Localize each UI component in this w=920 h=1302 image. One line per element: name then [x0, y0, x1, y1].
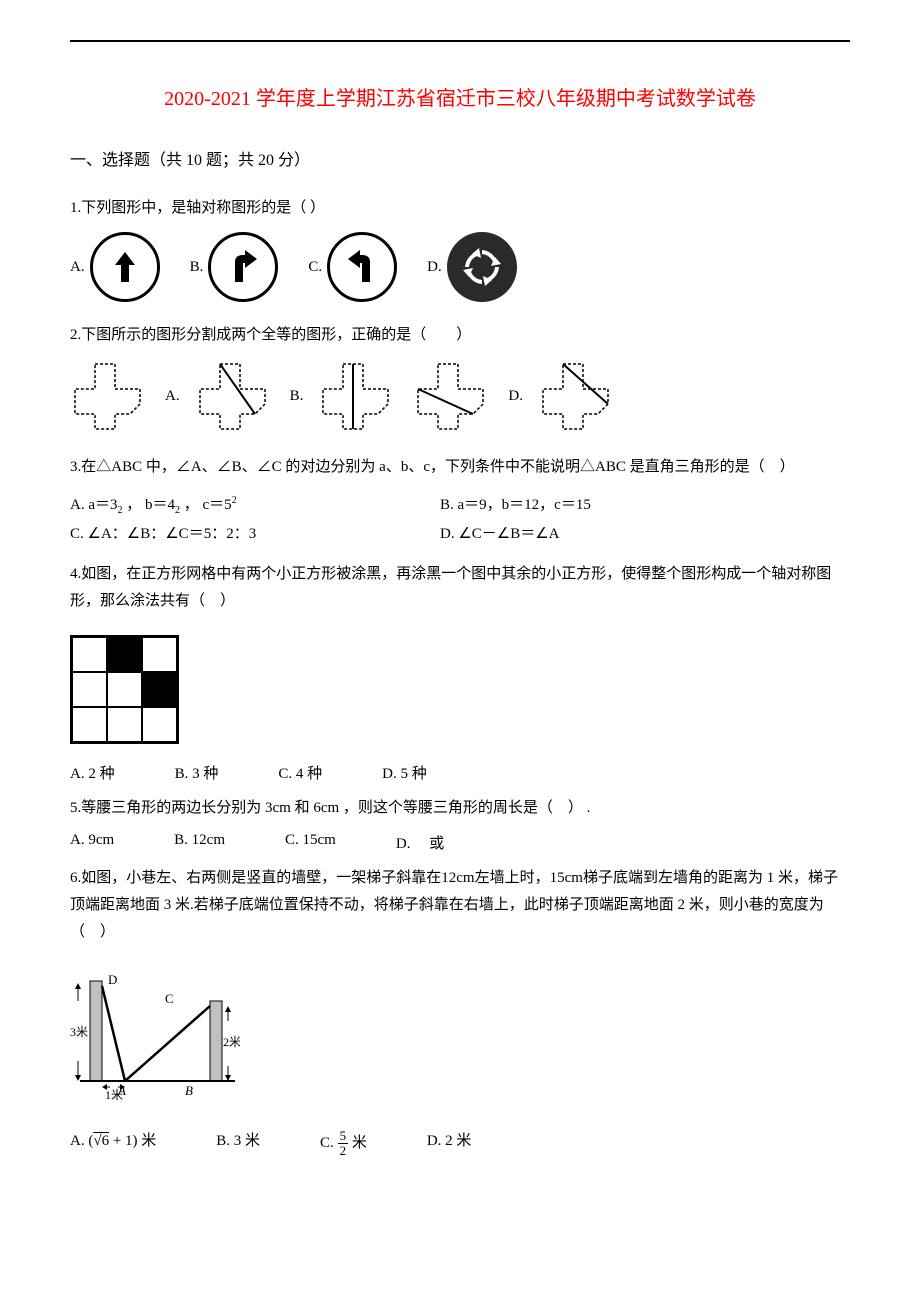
exam-title: 2020-2021 学年度上学期江苏省宿迁市三校八年级期中考试数学试卷: [70, 82, 850, 111]
grid-cell: [142, 672, 177, 707]
grid-cell: [142, 707, 177, 742]
question-1-text: 1.下列图形中，是轴对称图形的是（ ）: [70, 195, 850, 222]
question-3-options: A. a＝32 ， b＝42 ， c＝52 B. a＝9，b＝12，c＝15 C…: [70, 491, 850, 549]
q2-label-b: B.: [290, 388, 304, 405]
q3-option-d: D. ∠C－∠B＝∠A: [440, 520, 810, 549]
grid-cell: [107, 672, 142, 707]
question-2-text: 2.下图所示的图形分割成两个全等的图形，正确的是（ ）: [70, 322, 850, 349]
header-rule: [70, 40, 850, 42]
svg-text:B: B: [185, 1083, 193, 1098]
question-5-text: 5.等腰三角形的两边长分别为 3cm 和 6cm ，则这个等腰三角形的周长是（ …: [70, 795, 850, 822]
q2-shape-c: [413, 359, 493, 434]
question-2-options: A. B. D.: [70, 359, 850, 434]
q2-shape-base: [70, 359, 150, 434]
grid-cell: [72, 707, 107, 742]
q3-option-b: B. a＝9，b＝12，c＝15: [440, 491, 810, 520]
q6-opt-d: D. 2 米: [427, 1129, 472, 1159]
question-4-options: A. 2 种 B. 3 种 C. 4 种 D. 5 种: [70, 762, 850, 783]
section-1-header: 一、选择题（共 10 题；共 20 分）: [70, 146, 850, 170]
question-5-options: A. 9cm B. 12cm C. 15cm D. 或: [70, 832, 850, 853]
q2-shape-d: [538, 359, 618, 434]
q1-option-c: C.: [308, 232, 397, 302]
q6-opt-b: B. 3 米: [216, 1129, 260, 1159]
turn-right-icon: [208, 232, 278, 302]
grid-cell: [142, 637, 177, 672]
question-6-text: 6.如图，小巷左、右两侧是竖直的墙壁，一架梯子斜靠在12cm左墙上时，15cm梯…: [70, 865, 850, 946]
svg-text:1米: 1米: [105, 1088, 123, 1101]
grid-cell: [107, 637, 142, 672]
q2-label-d: D.: [508, 388, 523, 405]
turn-left-icon: [327, 232, 397, 302]
question-4-text: 4.如图，在正方形网格中有两个小正方形被涂黑，再涂黑一个图中其余的小正方形，使得…: [70, 561, 850, 615]
grid-cell: [72, 637, 107, 672]
q2-shape-b: [318, 359, 398, 434]
svg-text:D: D: [108, 972, 117, 987]
q1-option-a: A.: [70, 232, 160, 302]
arrow-up-icon: [90, 232, 160, 302]
question-3-text: 3.在△ABC 中，∠A、∠B、∠C 的对边分别为 a、b、c，下列条件中不能说…: [70, 454, 850, 481]
svg-text:C: C: [165, 991, 174, 1006]
svg-text:3米: 3米: [70, 1025, 88, 1039]
q6-opt-a: A. (√6 + 1) 米: [70, 1129, 156, 1159]
q4-grid: [70, 635, 179, 744]
q1-option-d: D.: [427, 232, 517, 302]
q4-opt-a: A. 2 种: [70, 762, 115, 783]
q4-opt-d: D. 5 种: [382, 762, 427, 783]
q6-figure: D C A B 3米 2米 1米: [70, 971, 240, 1101]
grid-cell: [107, 707, 142, 742]
question-1-options: A. B. C. D.: [70, 232, 850, 302]
q5-opt-d: D. 或: [396, 832, 444, 853]
question-6-options: A. (√6 + 1) 米 B. 3 米 C. 52 米 D. 2 米: [70, 1129, 850, 1159]
svg-text:2米: 2米: [223, 1035, 240, 1049]
option-label: C.: [308, 259, 322, 276]
q2-label-a: A.: [165, 388, 180, 405]
q6-opt-c: C. 52 米: [320, 1129, 367, 1159]
q3-option-c: C. ∠A：∠B：∠C＝5：2：3: [70, 520, 440, 549]
recycle-icon: [447, 232, 517, 302]
q5-opt-b: B. 12cm: [174, 832, 225, 853]
q5-opt-a: A. 9cm: [70, 832, 114, 853]
q2-shape-a: [195, 359, 275, 434]
q5-opt-c: C. 15cm: [285, 832, 336, 853]
option-label: D.: [427, 259, 442, 276]
option-label: B.: [190, 259, 204, 276]
q3-option-a: A. a＝32 ， b＝42 ， c＝52: [70, 491, 440, 520]
q1-option-b: B.: [190, 232, 279, 302]
q4-opt-b: B. 3 种: [175, 762, 219, 783]
grid-cell: [72, 672, 107, 707]
option-label: A.: [70, 259, 85, 276]
q4-opt-c: C. 4 种: [278, 762, 322, 783]
